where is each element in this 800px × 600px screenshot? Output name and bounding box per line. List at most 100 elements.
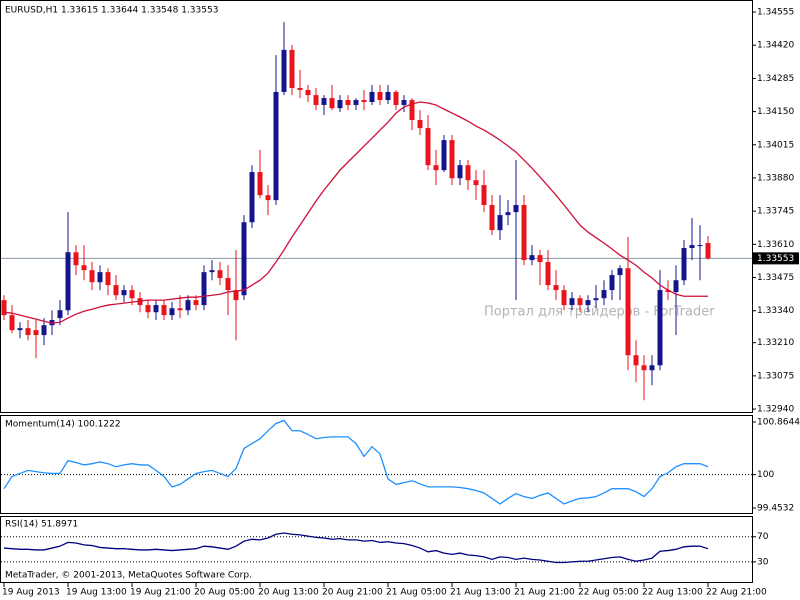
candle-body	[681, 248, 687, 281]
candle-body	[169, 308, 175, 316]
candle-body	[521, 205, 527, 261]
candle-body	[601, 290, 607, 299]
candle-body	[289, 49, 295, 89]
candle-body	[281, 49, 287, 92]
candle-body	[121, 290, 127, 296]
candle-body	[265, 195, 271, 201]
candle-body	[441, 140, 447, 171]
candle-body	[577, 298, 583, 306]
candle-body	[65, 252, 71, 311]
candle-body	[505, 212, 511, 216]
x-tick-label: 19 Aug 21:00	[130, 588, 191, 598]
candle-body	[273, 91, 279, 201]
candle-body	[465, 165, 471, 181]
candle-body	[81, 265, 87, 271]
candle-body	[345, 100, 351, 105]
candle-body	[361, 100, 367, 103]
candle-body	[369, 91, 375, 103]
candle-body	[609, 275, 615, 291]
x-tick-label: 20 Aug 13:00	[258, 588, 319, 598]
y-tick-label: 99.4532	[757, 503, 794, 513]
candle-body	[241, 222, 247, 296]
momentum-panel	[0, 415, 753, 514]
candle-body	[113, 285, 119, 296]
candle-body	[433, 165, 439, 171]
candle-body	[489, 205, 495, 231]
y-tick-label: 1.34420	[757, 41, 794, 51]
candle-body	[377, 91, 383, 101]
candle-body	[457, 165, 463, 179]
candle-body	[545, 262, 551, 286]
candle-body	[593, 298, 599, 301]
candle-body	[393, 91, 399, 105]
candle-body	[617, 268, 623, 276]
candle-body	[201, 272, 207, 306]
candle-body	[417, 119, 423, 129]
candle-body	[1, 300, 7, 316]
candle-body	[321, 98, 327, 105]
candle-body	[649, 365, 655, 371]
candle-body	[409, 100, 415, 120]
candle-body	[689, 245, 695, 249]
candle-body	[297, 88, 303, 90]
rsi-panel	[0, 516, 753, 583]
x-tick-label: 20 Aug 05:00	[194, 588, 255, 598]
candle-body	[177, 308, 183, 311]
candle-body	[185, 300, 191, 311]
line	[3, 101, 708, 324]
x-tick-label: 21 Aug 05:00	[386, 588, 447, 598]
chart-title: EURUSD,H1 1.33615 1.33644 1.33548 1.3355…	[5, 6, 218, 16]
candle-body	[25, 328, 31, 336]
candle-body	[257, 172, 263, 196]
x-tick-label: 19 Aug 2013	[2, 588, 60, 598]
y-tick-label: 70	[757, 532, 769, 542]
x-tick-label: 22 Aug 13:00	[642, 588, 703, 598]
y-tick-label: 1.34555	[757, 8, 794, 18]
candle-body	[313, 95, 319, 105]
candle-body	[561, 290, 567, 306]
candle-body	[665, 290, 671, 293]
candle-body	[657, 290, 663, 366]
y-tick-label: 1.34015	[757, 140, 794, 150]
y-tick-label: 1.34150	[757, 107, 794, 117]
candle-body	[41, 325, 47, 336]
candle-body	[145, 305, 151, 313]
candle-body	[105, 272, 111, 286]
momentum-title: Momentum(14) 100.1222	[5, 420, 121, 430]
candle-body	[225, 278, 231, 291]
y-tick-label: 1.34285	[757, 74, 794, 84]
candle-body	[33, 330, 39, 336]
candle-body	[625, 268, 631, 356]
candle-body	[513, 205, 519, 213]
candle-body	[481, 185, 487, 206]
candle-body	[97, 272, 103, 283]
candle-body	[305, 89, 311, 96]
candle-body	[57, 310, 63, 319]
candle-body	[473, 180, 479, 186]
x-tick-label: 21 Aug 13:00	[450, 588, 511, 598]
line	[3, 532, 709, 564]
candle-body	[449, 140, 455, 179]
y-tick-label: 100	[757, 470, 774, 480]
candle-body	[17, 328, 23, 331]
candle-body	[401, 100, 407, 105]
line	[3, 419, 709, 505]
candle-body	[633, 355, 639, 366]
candle-body	[537, 255, 543, 263]
footer: MetaTrader, © 2001-2013, MetaQuotes Soft…	[5, 571, 252, 581]
y-tick-label: 1.33075	[757, 371, 794, 381]
current-price-label: 1.33553	[757, 254, 794, 264]
candle-body	[529, 255, 535, 261]
candle-body	[129, 290, 135, 299]
x-tick-label: 21 Aug 21:00	[514, 588, 575, 598]
candle-body	[193, 300, 199, 306]
x-tick-label: 20 Aug 21:00	[322, 588, 383, 598]
y-tick-label: 1.33340	[757, 306, 794, 316]
candle-body	[353, 100, 359, 105]
candle-body	[585, 300, 591, 306]
x-tick-label: 22 Aug 05:00	[578, 588, 639, 598]
y-tick-label: 1.33610	[757, 240, 794, 250]
x-tick-label: 22 Aug 21:00	[706, 588, 767, 598]
x-tick-label: 19 Aug 13:00	[66, 588, 127, 598]
